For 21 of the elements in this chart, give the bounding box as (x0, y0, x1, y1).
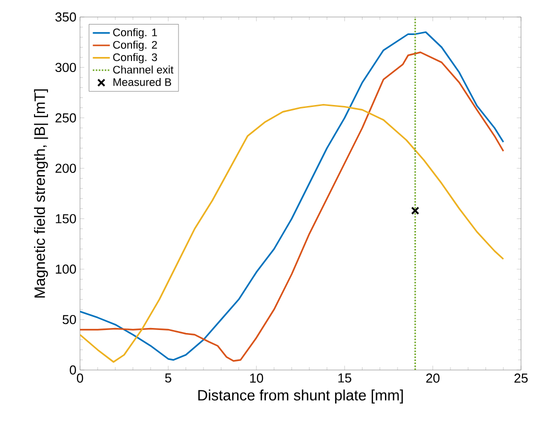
y-tick-label: 250 (56, 113, 76, 122)
legend-label: Measured B (114, 78, 172, 86)
legend-label: Channel exit (113, 66, 174, 74)
x-tick-label: 25 (514, 374, 528, 383)
legend-label: Config. 3 (113, 53, 157, 64)
y-tick-label: 50 (62, 314, 76, 324)
x-tick-label: 0 (76, 374, 84, 383)
y-tick-label: 0 (70, 365, 76, 375)
y-axis-title: Magnetic field strength, |B| [mT] (34, 89, 48, 298)
x-axis-title: Distance from shunt plate [mm] (198, 390, 403, 404)
x-tick-label: 5 (165, 374, 172, 383)
legend-label: Config. 2 (113, 40, 157, 51)
y-tick-label: 150 (56, 214, 76, 224)
x-tick-label: 20 (426, 374, 440, 383)
y-tick-label: 300 (55, 62, 76, 72)
y-tick-label: 100 (56, 264, 76, 274)
legend-label: Config. 1 (113, 28, 157, 38)
y-tick-label: 200 (56, 164, 76, 173)
x-tick-label: 15 (338, 374, 352, 383)
x-tick-label: 10 (250, 374, 264, 383)
y-tick-label: 350 (55, 12, 76, 22)
